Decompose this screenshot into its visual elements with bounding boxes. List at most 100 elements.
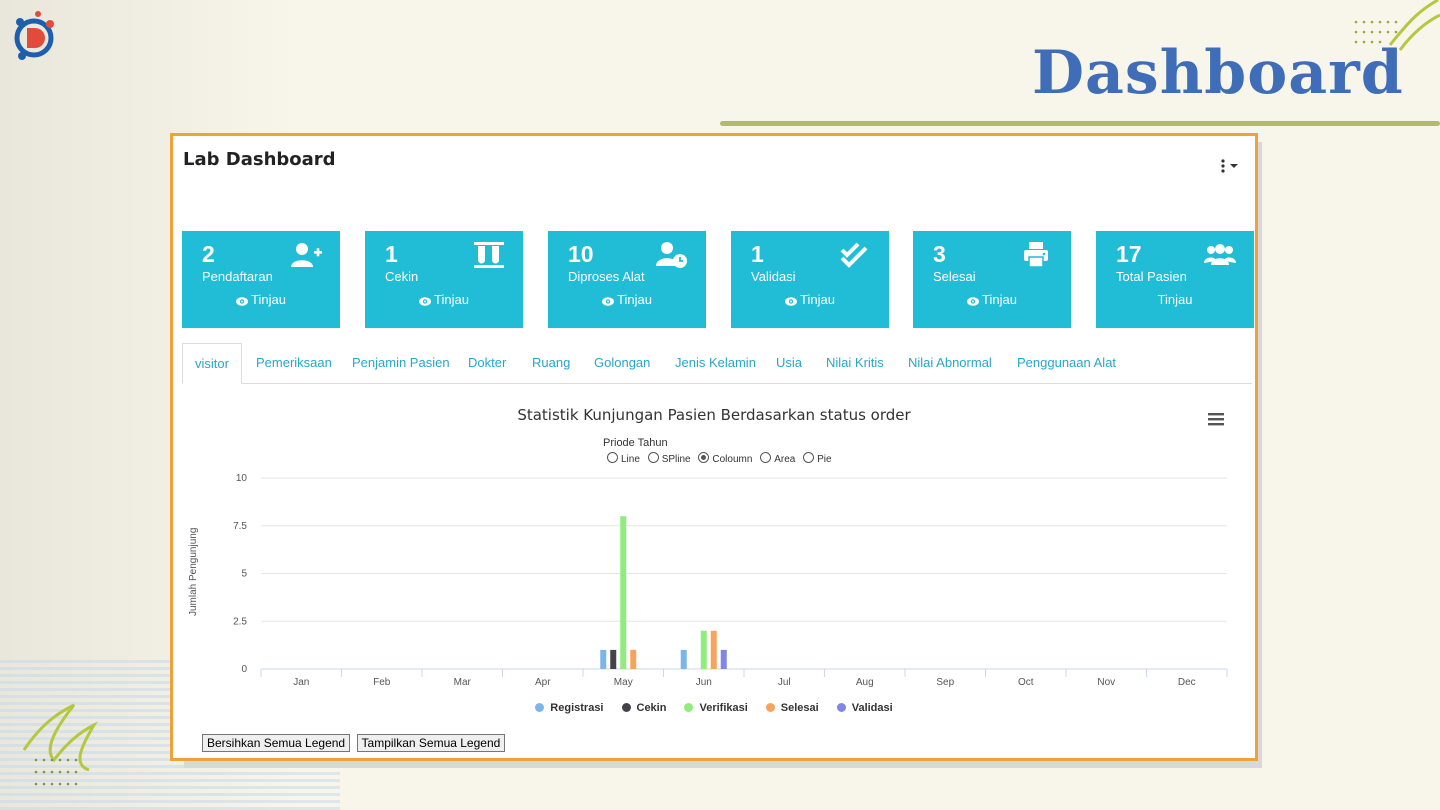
stat-tile-total-pasien: 17 Total Pasien Tinjau xyxy=(1096,231,1254,328)
tinjau-link[interactable]: Tinjau xyxy=(731,292,889,307)
chart-type-selector: Line SPline Coloumn Area Pie xyxy=(607,452,837,465)
legend-item-cekin[interactable]: Cekin xyxy=(621,702,667,714)
card-title: Lab Dashboard xyxy=(183,149,336,170)
bar-registrasi xyxy=(600,649,607,669)
chart-legend: Registrasi Cekin Verifikasi Selesai Validasi xyxy=(173,702,1255,714)
tinjau-label: Tinjau xyxy=(982,292,1017,307)
chart-title: Statistik Kunjungan Pasien Berdasarkan s… xyxy=(517,406,911,424)
tab-jenis-kelamin[interactable]: Jenis Kelamin xyxy=(675,355,756,370)
legend-label: Verifikasi xyxy=(699,702,748,714)
radio-button-selected[interactable] xyxy=(698,452,710,463)
x-tick-label: Feb xyxy=(373,677,391,688)
chart-type-label: Coloumn xyxy=(712,454,753,465)
user-plus-icon xyxy=(291,243,322,267)
tile-label: Diproses Alat xyxy=(568,269,645,284)
bar-selesai xyxy=(710,630,717,669)
legend-marker xyxy=(765,703,775,712)
tile-label: Total Pasien xyxy=(1116,269,1187,284)
test-tubes-icon xyxy=(474,242,504,268)
chart-menu-icon[interactable] xyxy=(1208,412,1224,426)
chart-type-line[interactable]: Line xyxy=(607,452,640,465)
tab-dokter[interactable]: Dokter xyxy=(468,355,507,370)
tab-nilai-abnormal[interactable]: Nilai Abnormal xyxy=(908,355,992,370)
show-legend-button[interactable]: Tampilkan Semua Legend xyxy=(356,734,506,752)
eye-icon xyxy=(967,297,980,306)
legend-marker xyxy=(621,703,631,712)
x-tick-label: Oct xyxy=(1018,677,1034,688)
chart-type-column[interactable]: Coloumn xyxy=(698,452,753,465)
legend-item-verifikasi[interactable]: Verifikasi xyxy=(684,702,748,714)
radio-button[interactable] xyxy=(803,452,815,463)
radio-button[interactable] xyxy=(760,452,772,463)
bar-registrasi xyxy=(680,649,687,669)
bar-validasi xyxy=(720,649,727,669)
lab-dashboard-card: Lab Dashboard 2 Pendaftaran Tinjau 1 Cek… xyxy=(170,133,1258,761)
tinjau-link[interactable]: Tinjau xyxy=(182,292,340,307)
bar-verifikasi xyxy=(700,630,707,669)
tile-count: 2 xyxy=(202,241,215,267)
legend-item-selesai[interactable]: Selesai xyxy=(765,702,819,714)
tinjau-link[interactable]: Tinjau xyxy=(548,292,706,307)
tab-penggunaan-alat[interactable]: Penggunaan Alat xyxy=(1017,355,1117,370)
tab-usia[interactable]: Usia xyxy=(776,355,803,370)
stat-tile-cekin: 1 Cekin Tinjau xyxy=(365,231,523,328)
legend-label: Cekin xyxy=(636,702,667,714)
period-label: Priode Tahun xyxy=(603,437,668,449)
tab-ruang[interactable]: Ruang xyxy=(532,355,571,370)
legend-buttons: Bersihkan Semua Legend Tampilkan Semua L… xyxy=(202,734,507,752)
y-tick-label: 5 xyxy=(241,569,247,580)
radio-button[interactable] xyxy=(647,452,659,463)
tinjau-link[interactable]: Tinjau xyxy=(365,292,523,307)
legend-label: Registrasi xyxy=(550,702,604,714)
radio-button[interactable] xyxy=(607,452,618,463)
y-tick-label: 2.5 xyxy=(233,616,247,627)
tile-count: 10 xyxy=(568,241,594,267)
tab-penjamin-pasien[interactable]: Penjamin Pasien xyxy=(352,355,450,370)
tinjau-link[interactable]: Tinjau xyxy=(1096,292,1254,307)
tinjau-link[interactable]: Tinjau xyxy=(913,292,1071,307)
tinjau-label: Tinjau xyxy=(800,292,835,307)
chart-tabs: visitor Pemeriksaan Penjamin Pasien Dokt… xyxy=(182,343,1252,384)
page-title: Dashboard xyxy=(1032,38,1404,108)
eye-icon xyxy=(602,297,615,306)
decorative-scribble-icon xyxy=(1354,0,1440,51)
chart-type-label: Line xyxy=(621,454,640,465)
legend-label: Selesai xyxy=(780,702,819,714)
tile-count: 1 xyxy=(751,241,764,267)
tab-nilai-kritis[interactable]: Nilai Kritis xyxy=(826,355,884,370)
eye-icon xyxy=(785,297,798,306)
double-check-icon xyxy=(840,242,868,268)
tile-label: Pendaftaran xyxy=(202,269,273,284)
y-tick-label: 10 xyxy=(236,473,248,484)
x-tick-label: Jan xyxy=(293,677,309,688)
stat-tile-validasi: 1 Validasi Tinjau xyxy=(731,231,889,328)
eye-icon xyxy=(419,297,432,306)
x-tick-label: Aug xyxy=(856,677,874,688)
tinjau-label: Tinjau xyxy=(1157,292,1193,307)
chart-type-pie[interactable]: Pie xyxy=(803,452,832,465)
legend-marker xyxy=(535,703,545,712)
legend-marker xyxy=(684,703,694,712)
x-tick-label: May xyxy=(614,677,633,688)
legend-item-validasi[interactable]: Validasi xyxy=(836,702,893,714)
tile-label: Cekin xyxy=(385,269,419,284)
tab-pemeriksaan[interactable]: Pemeriksaan xyxy=(256,355,332,370)
chart-type-area[interactable]: Area xyxy=(760,452,795,465)
tab-golongan[interactable]: Golongan xyxy=(594,355,651,370)
x-tick-label: Dec xyxy=(1178,677,1196,688)
x-tick-label: Sep xyxy=(936,677,954,688)
chart-type-spline[interactable]: SPline xyxy=(647,452,691,465)
x-tick-label: Mar xyxy=(454,677,472,688)
legend-item-registrasi[interactable]: Registrasi xyxy=(535,702,604,714)
clear-legend-button[interactable]: Bersihkan Semua Legend xyxy=(202,734,351,752)
users-icon xyxy=(1204,244,1236,265)
kebab-menu-icon[interactable] xyxy=(1218,158,1242,174)
tile-count: 3 xyxy=(933,241,946,267)
x-tick-label: Jul xyxy=(778,677,791,688)
decorative-scribble-icon xyxy=(22,703,98,786)
tinjau-label: Tinjau xyxy=(617,292,652,307)
tinjau-label: Tinjau xyxy=(434,292,469,307)
title-divider xyxy=(720,121,1440,126)
tile-label: Selesai xyxy=(933,269,976,284)
tab-visitor[interactable]: visitor xyxy=(182,343,242,384)
